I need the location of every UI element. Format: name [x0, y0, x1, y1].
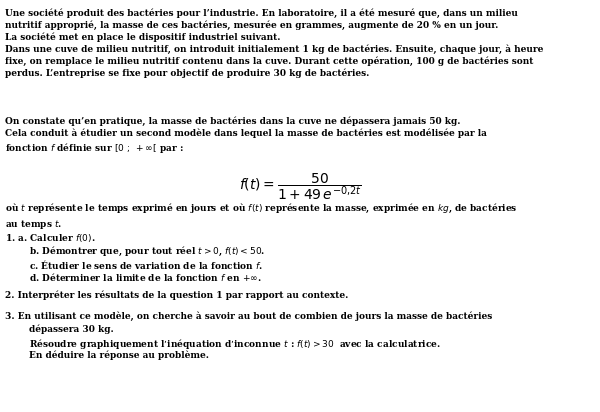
Text: 1. a. Calculer $f(0)$.: 1. a. Calculer $f(0)$. — [5, 232, 95, 243]
Text: c. Étudier le sens de variation de la fonction $f$.: c. Étudier le sens de variation de la fo… — [29, 258, 263, 271]
Text: 2. Interpréter les résultats de la question 1 par rapport au contexte.: 2. Interpréter les résultats de la quest… — [5, 291, 348, 300]
Text: En déduire la réponse au problème.: En déduire la réponse au problème. — [29, 351, 209, 360]
Text: $f(t) = \dfrac{50}{1+49\,e^{-0{,}2t}}$: $f(t) = \dfrac{50}{1+49\,e^{-0{,}2t}}$ — [239, 171, 361, 201]
Text: d. Déterminer la limite de la fonction $f$ en $+\infty$.: d. Déterminer la limite de la fonction $… — [29, 271, 262, 283]
Text: Résoudre graphiquement l’inéquation d’inconnue $t$ : $f(t)>30$  avec la calculat: Résoudre graphiquement l’inéquation d’in… — [29, 337, 440, 351]
Text: dépassera 30 kg.: dépassera 30 kg. — [29, 324, 113, 334]
Text: On constate qu’en pratique, la masse de bactéries dans la cuve ne dépassera jama: On constate qu’en pratique, la masse de … — [5, 116, 487, 155]
Text: Une société produit des bactéries pour l’industrie. En laboratoire, il a été mes: Une société produit des bactéries pour l… — [5, 8, 543, 78]
Text: où $t$ représente le temps exprimé en jours et où $f(t)$ représente la masse, ex: où $t$ représente le temps exprimé en jo… — [5, 202, 517, 231]
Text: 3. En utilisant ce modèle, on cherche à savoir au bout de combien de jours la ma: 3. En utilisant ce modèle, on cherche à … — [5, 311, 492, 321]
Text: b. Démontrer que, pour tout réel $t>0$, $f(t)<50$.: b. Démontrer que, pour tout réel $t>0$, … — [29, 245, 265, 258]
